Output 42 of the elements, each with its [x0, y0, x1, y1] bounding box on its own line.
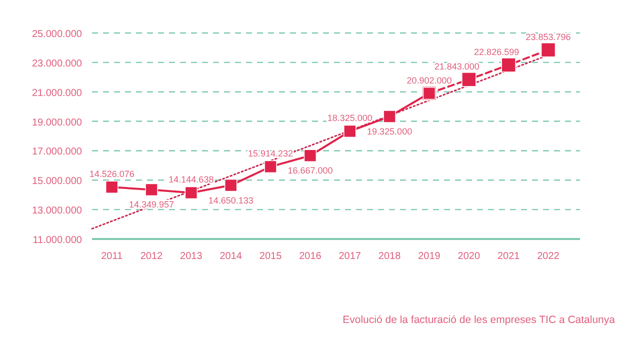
point [304, 149, 317, 162]
y-tick-label: 17.000.000 [32, 146, 82, 158]
x-tick-label: 2011 [101, 251, 124, 262]
point [501, 58, 516, 72]
point [105, 180, 118, 194]
point [383, 110, 396, 123]
x-tick-label: 2017 [338, 251, 362, 262]
y-tick-label: 25.000.000 [32, 29, 82, 40]
data-label: 14.526.076 [89, 169, 134, 180]
data-label: 20.902.000 [406, 75, 452, 86]
text: Evolució de la facturació de les empreses TIC a Catalunya [342, 314, 616, 326]
x-tick-label: 2022 [537, 251, 560, 262]
data-label: 19.325.000 [367, 126, 412, 137]
y-tick-label: 21.000.000 [32, 88, 82, 99]
point [145, 183, 158, 196]
x-tick-label: 2014 [220, 251, 242, 262]
data-label: 23.853.796 [526, 32, 571, 42]
point [540, 42, 556, 58]
x-tick-label: 2015 [259, 251, 282, 262]
point [343, 124, 356, 138]
y-tick-label: 15.000.000 [32, 176, 82, 188]
x-tick-label: 2013 [180, 251, 203, 262]
data-label: 14.650.133 [208, 195, 254, 206]
y-tick-label: 23.000.000 [32, 58, 82, 70]
data-label: 21.843.000 [434, 61, 480, 72]
data-label: 22.826.599 [474, 46, 520, 57]
y-tick-label: 13.000.000 [32, 206, 82, 217]
x-tick-label: 2020 [458, 251, 480, 262]
x-tick-label: 2016 [299, 251, 322, 262]
y-tick-label: 11.000.000 [32, 235, 82, 246]
point [224, 178, 238, 192]
y-tick-label: 19.000.000 [32, 117, 82, 128]
x-tick-label: 2012 [140, 251, 164, 262]
point [184, 186, 198, 200]
x-tick-label: 2019 [418, 251, 441, 262]
point [264, 160, 277, 174]
data-label: 16.667.000 [288, 166, 333, 176]
data-label: 18.325.000 [327, 113, 372, 124]
x-tick-label: 2021 [497, 251, 520, 262]
x-tick-label: 2018 [378, 251, 402, 262]
data-label: 14.144.638 [168, 174, 214, 185]
point [462, 72, 476, 87]
